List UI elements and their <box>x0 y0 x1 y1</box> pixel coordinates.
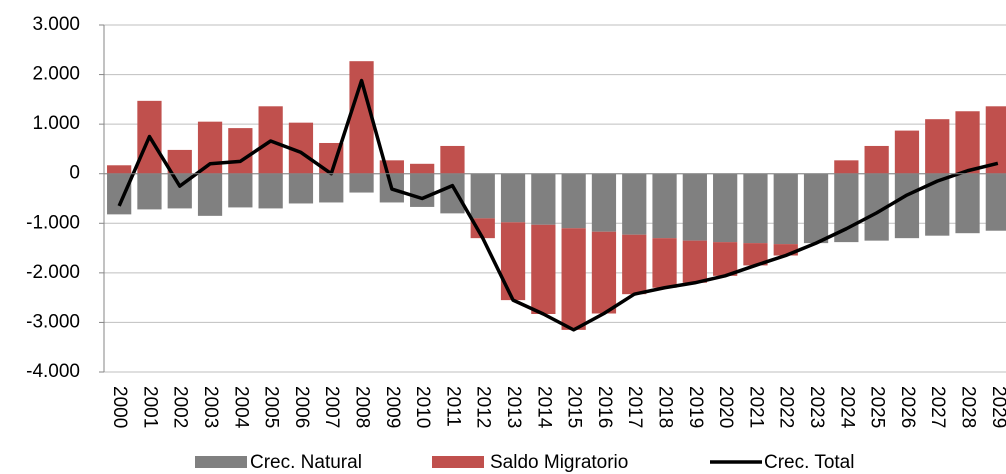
bar <box>652 173 677 239</box>
y-tick-label: -4.000 <box>26 361 80 382</box>
bar <box>319 173 344 203</box>
bar <box>197 173 223 216</box>
bar <box>773 173 798 245</box>
x-tick-label: 2000 <box>109 386 130 428</box>
bar <box>137 173 162 210</box>
y-tick-label: 2.000 <box>32 64 80 85</box>
bar <box>925 119 950 174</box>
bar <box>622 234 647 295</box>
bar <box>985 106 1006 174</box>
bar <box>743 173 768 244</box>
x-tick-label: 2026 <box>897 386 918 428</box>
y-tick-label: -2.000 <box>26 262 80 283</box>
bar <box>107 165 132 174</box>
x-tick-label: 2002 <box>170 386 191 428</box>
bar <box>470 173 495 219</box>
bar <box>682 240 707 283</box>
bar <box>803 173 829 244</box>
y-tick-label: 3.000 <box>32 14 80 35</box>
bar <box>682 173 707 241</box>
legend-label: Crec. Total <box>764 452 854 473</box>
bar <box>410 163 435 174</box>
bar <box>500 222 526 301</box>
x-tick-label: 2027 <box>927 386 948 428</box>
bar <box>410 173 435 207</box>
bar <box>531 224 556 315</box>
bar <box>349 61 374 174</box>
bar <box>955 111 980 174</box>
x-tick-label: 2020 <box>715 386 736 428</box>
bar <box>773 244 798 256</box>
bar <box>107 173 132 215</box>
bar <box>743 243 768 266</box>
bar <box>864 145 889 174</box>
bar <box>894 173 920 239</box>
x-tick-label: 2023 <box>806 386 827 428</box>
y-tick-label: -3.000 <box>26 311 80 332</box>
x-tick-label: 2001 <box>139 386 160 428</box>
x-tick-label: 2021 <box>745 386 766 428</box>
x-tick-label: 2016 <box>594 386 615 428</box>
bar <box>591 173 617 232</box>
x-tick-label: 2009 <box>382 386 403 428</box>
legend-swatch <box>432 456 484 468</box>
bar <box>713 173 738 243</box>
bar <box>652 238 677 288</box>
x-tick-label: 2005 <box>261 386 282 428</box>
legend-swatch <box>195 456 247 468</box>
bar <box>440 173 465 214</box>
bar <box>228 128 253 174</box>
x-tick-label: 2014 <box>533 386 554 429</box>
legend-label: Saldo Migratorio <box>490 452 628 473</box>
x-tick-label: 2008 <box>352 386 373 428</box>
x-tick-label: 2013 <box>503 386 524 428</box>
bar <box>349 173 374 193</box>
bar <box>167 149 192 174</box>
x-tick-label: 2010 <box>412 386 433 428</box>
bar <box>531 173 556 225</box>
x-tick-label: 2007 <box>321 386 342 428</box>
bar <box>985 173 1006 231</box>
bar <box>440 145 465 174</box>
bar <box>288 173 314 204</box>
x-tick-label: 2012 <box>473 386 494 428</box>
x-tick-label: 2018 <box>655 386 676 428</box>
bar <box>258 173 283 209</box>
x-tick-label: 2015 <box>564 386 585 428</box>
bar <box>834 160 859 174</box>
bar <box>713 242 738 276</box>
y-tick-label: 0 <box>69 163 80 184</box>
bar <box>228 173 253 208</box>
legend-label: Crec. Natural <box>250 452 362 473</box>
y-tick-label: 1.000 <box>32 113 80 134</box>
bar <box>561 228 586 330</box>
x-tick-label: 2029 <box>988 386 1006 428</box>
bar <box>591 231 617 314</box>
bar <box>500 173 526 223</box>
x-tick-label: 2011 <box>442 386 463 427</box>
x-tick-label: 2006 <box>291 386 312 428</box>
line <box>117 78 999 332</box>
x-tick-label: 2028 <box>958 386 979 428</box>
x-tick-label: 2022 <box>776 386 797 428</box>
bar <box>470 218 495 239</box>
x-tick-label: 2004 <box>230 386 251 429</box>
x-tick-label: 2017 <box>624 386 645 428</box>
x-tick-label: 2025 <box>867 386 888 428</box>
bar <box>622 173 647 235</box>
x-tick-label: 2003 <box>200 386 221 428</box>
bar <box>894 130 920 174</box>
y-tick-label: -1.000 <box>26 212 80 233</box>
bar <box>955 173 980 234</box>
x-tick-label: 2019 <box>685 386 706 428</box>
bar <box>561 173 586 229</box>
x-tick-label: 2024 <box>836 386 857 429</box>
